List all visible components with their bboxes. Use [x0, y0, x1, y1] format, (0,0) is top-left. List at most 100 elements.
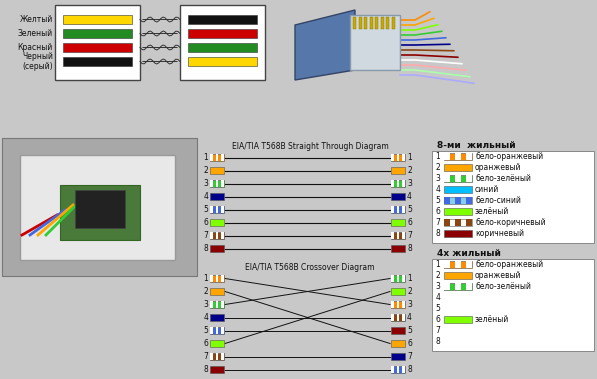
Bar	[455, 219, 461, 226]
Bar	[2, 138, 197, 276]
Text: 3: 3	[435, 282, 440, 291]
Text: оранжевый: оранжевый	[475, 163, 522, 172]
Bar	[444, 197, 450, 204]
Text: 6: 6	[407, 339, 412, 348]
Bar	[391, 366, 405, 373]
Text: 3: 3	[203, 300, 208, 309]
Bar	[375, 17, 378, 29]
Text: 2: 2	[435, 271, 440, 280]
Text: 5: 5	[407, 205, 412, 214]
Bar	[402, 366, 405, 373]
Bar	[396, 314, 399, 321]
Text: 1: 1	[407, 153, 412, 162]
Bar	[444, 175, 472, 182]
Bar	[210, 288, 224, 295]
Bar	[391, 219, 405, 226]
Text: 7: 7	[435, 326, 440, 335]
Text: оранжевый: оранжевый	[475, 271, 522, 280]
Text: EIA/TIA T568B Crossover Diagram: EIA/TIA T568B Crossover Diagram	[245, 263, 375, 272]
Bar	[210, 154, 213, 161]
Bar	[380, 17, 383, 29]
Bar	[364, 17, 367, 29]
Bar	[402, 314, 405, 321]
Bar	[391, 232, 405, 239]
Polygon shape	[295, 10, 355, 80]
Bar	[392, 17, 395, 29]
Bar	[63, 29, 132, 38]
Text: 7: 7	[435, 218, 440, 227]
Bar	[216, 275, 219, 282]
Text: 4: 4	[435, 185, 440, 194]
Bar	[396, 154, 399, 161]
Bar	[455, 261, 461, 268]
Bar	[391, 193, 405, 200]
Text: 8-ми  жильный: 8-ми жильный	[437, 141, 516, 150]
Bar	[386, 17, 389, 29]
Text: 7: 7	[407, 352, 412, 361]
Bar	[216, 206, 219, 213]
Bar	[221, 353, 224, 360]
Text: 5: 5	[203, 326, 208, 335]
Text: 5: 5	[435, 196, 440, 205]
Bar	[216, 232, 219, 239]
Text: 4х жильный: 4х жильный	[437, 249, 501, 258]
Bar	[216, 301, 219, 308]
Text: бело-коричневый: бело-коричневый	[475, 218, 546, 227]
Text: 2: 2	[407, 287, 412, 296]
Bar	[391, 180, 394, 187]
Bar	[466, 219, 472, 226]
Bar	[444, 153, 450, 160]
Text: 7: 7	[203, 231, 208, 240]
Bar	[210, 353, 213, 360]
Bar	[353, 17, 356, 29]
Bar	[210, 327, 224, 334]
Bar	[391, 366, 394, 373]
Bar	[210, 206, 213, 213]
Text: 7: 7	[407, 231, 412, 240]
Text: EIA/TIA T568B Straight Through Diagram: EIA/TIA T568B Straight Through Diagram	[232, 142, 389, 151]
Bar	[210, 193, 224, 200]
Bar	[391, 167, 405, 174]
Text: 8: 8	[203, 365, 208, 374]
Bar	[180, 5, 265, 80]
Text: бело-оранжевый: бело-оранжевый	[475, 260, 543, 269]
Bar	[432, 259, 594, 351]
Bar	[188, 15, 257, 24]
Bar	[20, 155, 175, 260]
Bar	[210, 353, 224, 360]
Bar	[391, 301, 394, 308]
Bar	[455, 283, 461, 290]
Text: 6: 6	[435, 315, 440, 324]
Text: 5: 5	[203, 205, 208, 214]
Bar	[210, 232, 224, 239]
Bar	[391, 288, 405, 295]
Bar	[221, 154, 224, 161]
Bar	[210, 301, 213, 308]
Text: 5: 5	[435, 304, 440, 313]
Bar	[444, 208, 472, 215]
Text: Черный
(серый): Черный (серый)	[22, 52, 53, 71]
Bar	[391, 180, 405, 187]
Text: 8: 8	[435, 229, 440, 238]
Bar	[396, 232, 399, 239]
Bar	[188, 29, 257, 38]
Bar	[391, 314, 394, 321]
Text: 5: 5	[407, 326, 412, 335]
Text: 3: 3	[203, 179, 208, 188]
Bar	[396, 180, 399, 187]
Bar	[391, 327, 405, 334]
Text: 4: 4	[203, 192, 208, 201]
Bar	[210, 167, 224, 174]
Bar	[466, 283, 472, 290]
Bar	[216, 180, 219, 187]
Bar	[221, 180, 224, 187]
Text: бело-зелёный: бело-зелёный	[475, 174, 531, 183]
Text: 8: 8	[435, 337, 440, 346]
Text: 6: 6	[435, 207, 440, 216]
Bar	[188, 43, 257, 52]
Bar	[210, 327, 213, 334]
Text: бело-оранжевый: бело-оранжевый	[475, 152, 543, 161]
Text: бело-зелёный: бело-зелёный	[475, 282, 531, 291]
Text: 3: 3	[435, 174, 440, 183]
Bar	[391, 314, 405, 321]
